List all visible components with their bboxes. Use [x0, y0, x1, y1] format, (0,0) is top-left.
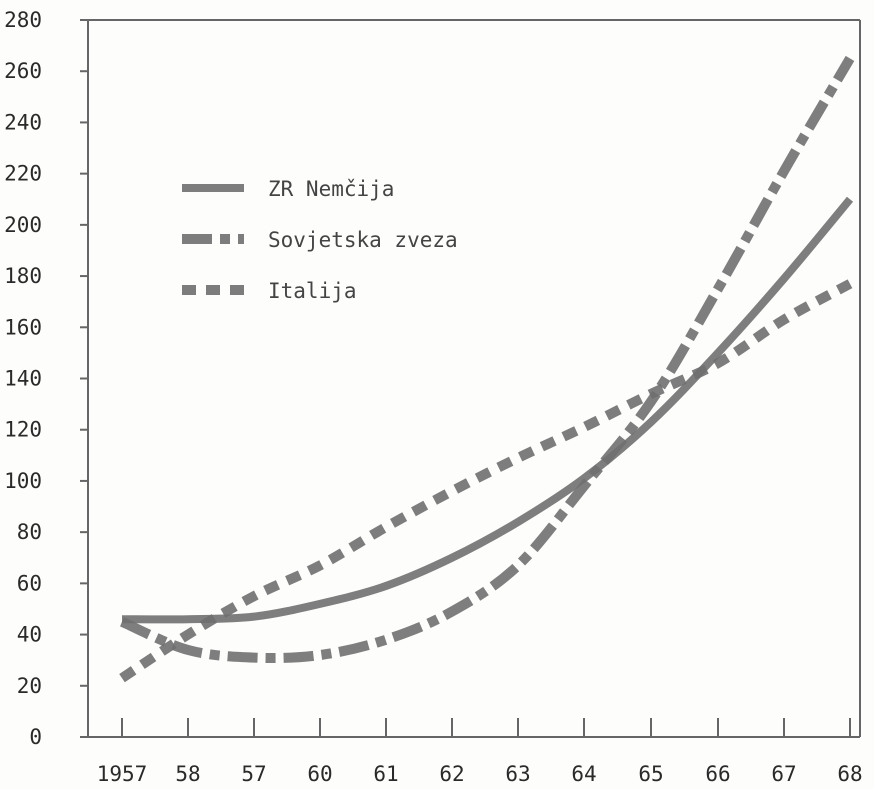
series-line-2	[119, 279, 853, 683]
x-tick-label: 66	[705, 762, 730, 786]
tick-labels: 0 20 40 60 80 100 120 140 160 180 200 220 240 260 280 1…	[4, 8, 863, 786]
x-tick-label: 62	[439, 762, 464, 786]
y-tick-label: 120	[4, 418, 42, 442]
axes	[80, 19, 861, 738]
legend: ZR Nemčija Sovjetska zveza Italija	[182, 177, 458, 303]
y-tick-label: 60	[17, 571, 42, 595]
y-tick-label: 200	[4, 213, 42, 237]
x-tick-label: 64	[571, 762, 596, 786]
legend-label: Italija	[268, 279, 357, 303]
y-tick-label: 20	[17, 674, 42, 698]
x-tick-label: 68	[837, 762, 862, 786]
y-tick-label: 160	[4, 315, 42, 339]
x-tick-label: 61	[373, 762, 398, 786]
series-line-0	[121, 196, 854, 624]
x-tick-label: 60	[307, 762, 332, 786]
y-tick-label: 180	[4, 264, 42, 288]
x-tick-label: 63	[505, 762, 530, 786]
x-tick-label: 65	[638, 762, 663, 786]
y-tick-label: 0	[29, 725, 42, 749]
y-tick-label: 40	[17, 623, 42, 647]
y-tick-label: 140	[4, 367, 42, 391]
y-tick-label: 280	[4, 8, 42, 32]
y-tick-label: 220	[4, 162, 42, 186]
legend-label: ZR Nemčija	[268, 177, 394, 201]
y-tick-label: 100	[4, 469, 42, 493]
series-line-1	[119, 55, 855, 663]
x-tick-label: 57	[241, 762, 266, 786]
x-tick-label: 58	[175, 762, 200, 786]
x-tick-label: 67	[771, 762, 796, 786]
series-lines	[119, 55, 855, 683]
y-tick-label: 240	[4, 110, 42, 134]
y-tick-label: 260	[4, 59, 42, 83]
y-tick-label: 80	[17, 520, 42, 544]
legend-label: Sovjetska zveza	[268, 228, 458, 252]
x-tick-label: 1957	[97, 762, 148, 786]
